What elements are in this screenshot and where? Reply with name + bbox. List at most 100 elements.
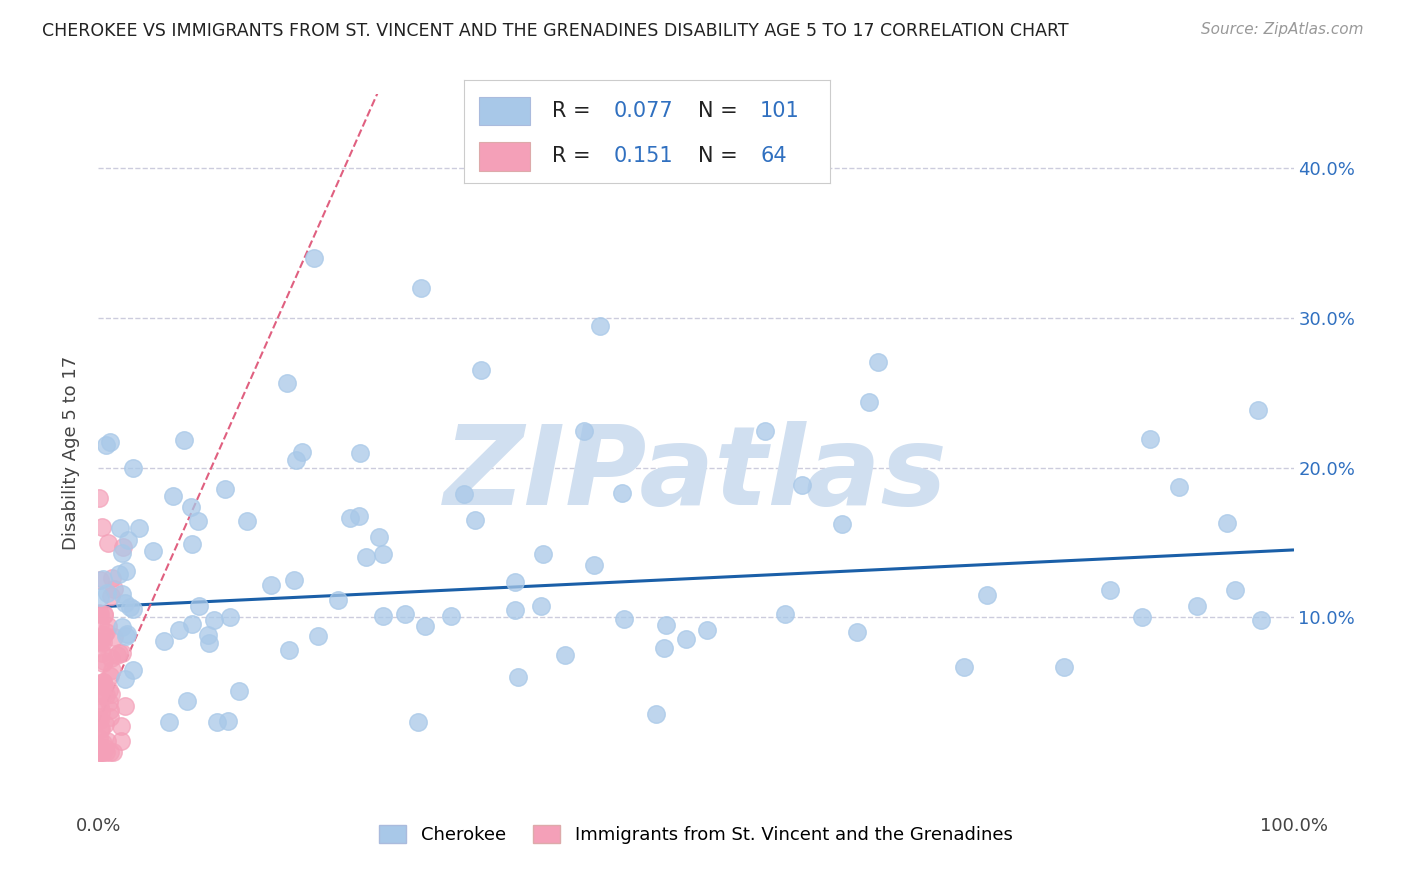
- Point: [89, 616, 111, 631]
- Point: [217, 714, 239, 728]
- Point: [122, 602, 145, 616]
- Point: [470, 363, 492, 377]
- Point: [98, 695, 121, 709]
- Point: [90, 741, 112, 756]
- Point: [98, 703, 121, 717]
- Point: [105, 648, 128, 662]
- Point: [87, 731, 110, 745]
- Point: [413, 619, 436, 633]
- Point: [953, 660, 976, 674]
- Text: 0.077: 0.077: [614, 101, 673, 121]
- Point: [356, 549, 378, 564]
- Point: [1130, 610, 1153, 624]
- Point: [339, 511, 361, 525]
- Point: [1246, 403, 1268, 417]
- Point: [111, 546, 134, 560]
- Point: [111, 620, 134, 634]
- Point: [582, 558, 605, 572]
- Point: [531, 547, 554, 561]
- Point: [1168, 480, 1191, 494]
- Point: [283, 573, 305, 587]
- Point: [90, 705, 112, 719]
- Text: CHEROKEE VS IMMIGRANTS FROM ST. VINCENT AND THE GRENADINES DISABILITY AGE 5 TO 1: CHEROKEE VS IMMIGRANTS FROM ST. VINCENT …: [42, 22, 1069, 40]
- Point: [654, 618, 676, 632]
- Legend: Cherokee, Immigrants from St. Vincent and the Grenadines: Cherokee, Immigrants from St. Vincent an…: [370, 815, 1022, 853]
- Point: [122, 663, 145, 677]
- Point: [503, 574, 526, 589]
- Point: [100, 589, 122, 603]
- Point: [114, 564, 136, 578]
- Point: [1099, 583, 1122, 598]
- Point: [89, 714, 111, 728]
- Point: [96, 624, 118, 639]
- Point: [122, 461, 145, 475]
- Point: [114, 673, 136, 687]
- Point: [157, 714, 180, 729]
- Point: [302, 251, 325, 265]
- Point: [98, 745, 121, 759]
- Point: [89, 745, 111, 759]
- Point: [118, 599, 141, 614]
- Point: [645, 706, 668, 721]
- Point: [97, 619, 120, 633]
- Point: [652, 640, 675, 655]
- Point: [278, 643, 301, 657]
- Point: [117, 627, 139, 641]
- Point: [90, 689, 112, 703]
- Y-axis label: Disability Age 5 to 17: Disability Age 5 to 17: [62, 356, 80, 549]
- Point: [589, 318, 612, 333]
- Point: [187, 599, 209, 613]
- Point: [214, 482, 236, 496]
- Point: [100, 650, 122, 665]
- Text: N =: N =: [697, 146, 744, 166]
- Point: [98, 669, 121, 683]
- Point: [101, 663, 124, 677]
- Point: [162, 490, 184, 504]
- Point: [181, 617, 204, 632]
- Point: [197, 628, 219, 642]
- Point: [110, 734, 132, 748]
- Point: [114, 698, 136, 713]
- Point: [173, 433, 195, 447]
- Point: [112, 540, 135, 554]
- Point: [554, 648, 576, 662]
- Point: [89, 591, 111, 605]
- Point: [110, 521, 132, 535]
- Point: [773, 607, 796, 621]
- Point: [347, 508, 370, 523]
- Point: [675, 632, 697, 647]
- Text: Source: ZipAtlas.com: Source: ZipAtlas.com: [1201, 22, 1364, 37]
- Point: [1215, 516, 1237, 530]
- FancyBboxPatch shape: [478, 96, 530, 126]
- Point: [90, 722, 112, 736]
- Text: R =: R =: [551, 101, 598, 121]
- Point: [93, 627, 115, 641]
- Point: [101, 745, 124, 759]
- Point: [858, 394, 880, 409]
- Point: [91, 572, 114, 586]
- Point: [1223, 583, 1246, 598]
- Point: [90, 636, 112, 650]
- Point: [1185, 599, 1208, 613]
- Point: [453, 487, 475, 501]
- Point: [98, 434, 121, 449]
- Point: [613, 612, 636, 626]
- Point: [180, 500, 202, 514]
- Point: [117, 533, 139, 547]
- Text: R =: R =: [551, 146, 598, 166]
- Point: [91, 675, 114, 690]
- Point: [93, 607, 115, 621]
- Point: [103, 630, 125, 644]
- Point: [93, 607, 115, 622]
- Point: [91, 687, 114, 701]
- Point: [89, 491, 111, 505]
- Point: [1250, 613, 1272, 627]
- Point: [219, 610, 242, 624]
- Point: [228, 683, 250, 698]
- Point: [94, 745, 117, 759]
- Point: [831, 517, 853, 532]
- Point: [89, 607, 111, 621]
- Point: [276, 376, 298, 390]
- Point: [197, 636, 219, 650]
- Point: [94, 717, 117, 731]
